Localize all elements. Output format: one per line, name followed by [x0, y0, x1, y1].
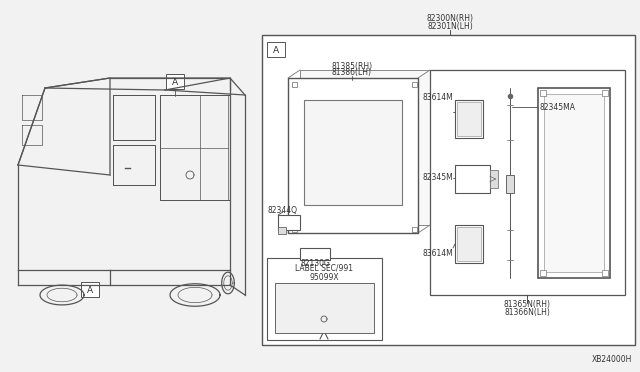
Text: 81365N(RH): 81365N(RH): [504, 301, 550, 310]
Bar: [81, 282, 99, 297]
Bar: [490, 170, 498, 188]
Bar: [300, 248, 330, 260]
Bar: [166, 74, 184, 89]
Text: 81366N(LH): 81366N(LH): [504, 308, 550, 317]
Bar: [455, 165, 490, 193]
Bar: [412, 227, 417, 232]
Text: 81386(LH): 81386(LH): [332, 68, 372, 77]
Bar: [457, 227, 481, 261]
Text: LABEL SEC/991: LABEL SEC/991: [295, 263, 353, 273]
Text: 82301N(LH): 82301N(LH): [427, 22, 473, 32]
Text: A: A: [87, 286, 93, 295]
Text: A: A: [273, 46, 279, 55]
Bar: [506, 175, 514, 193]
Text: A: A: [172, 78, 178, 87]
Bar: [300, 70, 430, 225]
Bar: [455, 225, 483, 263]
Bar: [288, 78, 418, 233]
Text: 95099X: 95099X: [309, 273, 339, 282]
Text: 82300N(RH): 82300N(RH): [426, 13, 474, 22]
Bar: [267, 258, 382, 340]
Bar: [292, 82, 297, 87]
Text: 83614M: 83614M: [422, 93, 453, 102]
Bar: [538, 88, 610, 278]
Bar: [540, 270, 546, 276]
Bar: [540, 90, 546, 96]
Bar: [455, 100, 483, 138]
Bar: [412, 82, 417, 87]
Text: 82130G: 82130G: [300, 260, 330, 269]
Text: 82345MA: 82345MA: [539, 103, 575, 112]
Bar: [275, 283, 374, 333]
Bar: [602, 90, 608, 96]
Text: 81385(RH): 81385(RH): [332, 61, 372, 71]
Text: 82345M: 82345M: [422, 173, 453, 183]
Bar: [457, 102, 481, 136]
Bar: [278, 227, 286, 234]
Bar: [267, 42, 285, 57]
Text: 83614M: 83614M: [422, 250, 453, 259]
Bar: [430, 70, 625, 295]
Bar: [544, 94, 604, 272]
Text: 82344Q: 82344Q: [268, 205, 298, 215]
Bar: [278, 215, 300, 230]
Bar: [602, 270, 608, 276]
Text: XB24000H: XB24000H: [591, 356, 632, 365]
Bar: [262, 35, 635, 345]
Bar: [304, 100, 402, 205]
Bar: [292, 227, 297, 232]
